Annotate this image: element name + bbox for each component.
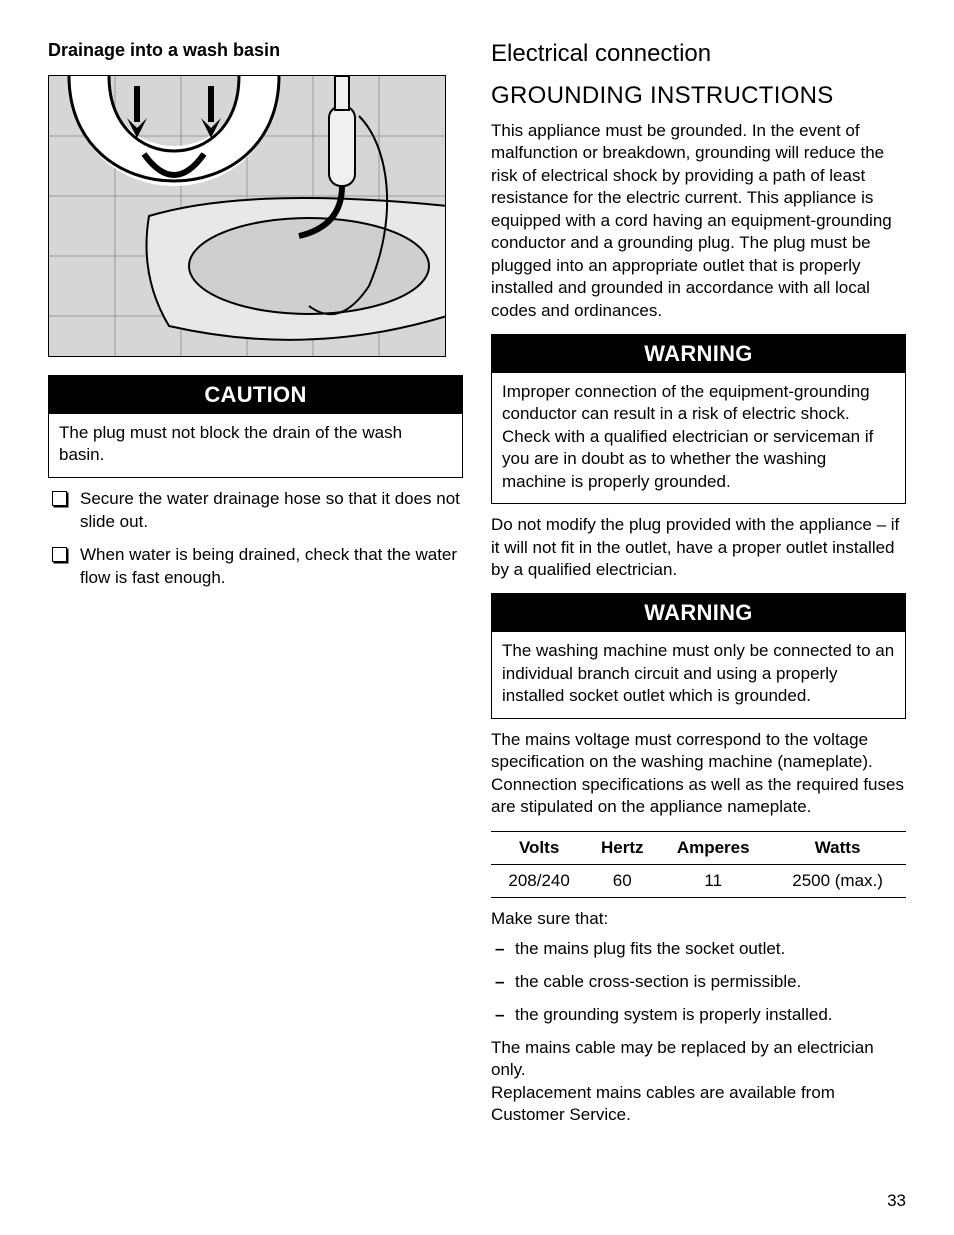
table-row: 208/240 60 11 2500 (max.) xyxy=(491,864,906,897)
voltage-paragraph: The mains voltage must correspond to the… xyxy=(491,729,906,819)
list-item: Secure the water drainage hose so that i… xyxy=(48,488,463,534)
list-item: the mains plug fits the socket outlet. xyxy=(491,938,906,961)
td-hertz: 60 xyxy=(587,864,657,897)
table-header-row: Volts Hertz Amperes Watts xyxy=(491,831,906,864)
grounding-paragraph: This appliance must be grounded. In the … xyxy=(491,120,906,322)
electrical-heading: Electrical connection xyxy=(491,40,906,68)
warning-box-2: WARNING The washing machine must only be… xyxy=(491,593,906,718)
two-column-layout: Drainage into a wash basin xyxy=(48,40,906,1139)
caution-box: CAUTION The plug must not block the drai… xyxy=(48,375,463,478)
page-number: 33 xyxy=(887,1191,906,1211)
warning-body: Improper connection of the equipment-gro… xyxy=(492,373,905,503)
plug-paragraph: Do not modify the plug provided with the… xyxy=(491,514,906,581)
th-volts: Volts xyxy=(491,831,587,864)
right-column: Electrical connection GROUNDING INSTRUCT… xyxy=(491,40,906,1139)
th-amperes: Amperes xyxy=(657,831,769,864)
th-watts: Watts xyxy=(769,831,906,864)
grounding-heading: GROUNDING INSTRUCTIONS xyxy=(491,82,906,110)
basin-svg xyxy=(49,76,446,357)
make-sure-list: the mains plug fits the socket outlet. t… xyxy=(491,938,906,1027)
left-column: Drainage into a wash basin xyxy=(48,40,463,1139)
list-item: the grounding system is properly install… xyxy=(491,1004,906,1027)
replace-cable-1: The mains cable may be replaced by an el… xyxy=(491,1037,906,1082)
spec-table: Volts Hertz Amperes Watts 208/240 60 11 … xyxy=(491,831,906,898)
replace-cable-2: Replacement mains cables are available f… xyxy=(491,1082,906,1127)
drainage-checklist: Secure the water drainage hose so that i… xyxy=(48,488,463,590)
caution-title: CAUTION xyxy=(49,376,462,414)
drainage-subhead: Drainage into a wash basin xyxy=(48,40,463,61)
td-amperes: 11 xyxy=(657,864,769,897)
warning-body: The washing machine must only be connect… xyxy=(492,632,905,717)
caution-body: The plug must not block the drain of the… xyxy=(49,414,462,477)
td-watts: 2500 (max.) xyxy=(769,864,906,897)
th-hertz: Hertz xyxy=(587,831,657,864)
list-item: the cable cross-section is permissible. xyxy=(491,971,906,994)
warning-title: WARNING xyxy=(492,335,905,373)
make-sure-label: Make sure that: xyxy=(491,908,906,930)
td-volts: 208/240 xyxy=(491,864,587,897)
wash-basin-illustration xyxy=(48,75,446,357)
warning-box-1: WARNING Improper connection of the equip… xyxy=(491,334,906,504)
list-item: When water is being drained, check that … xyxy=(48,544,463,590)
warning-title: WARNING xyxy=(492,594,905,632)
